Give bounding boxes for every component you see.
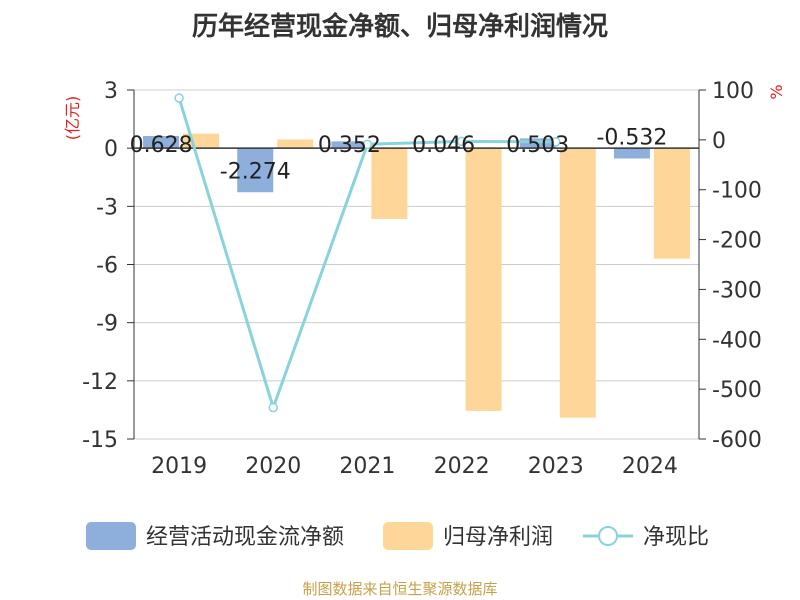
x-tick-label: 2022 [434, 454, 490, 479]
bar-net-profit [465, 148, 502, 411]
data-label-operating-cash-flow: 0.046 [412, 133, 475, 158]
bar-net-profit [277, 139, 314, 149]
y-right-tick-label: -200 [712, 229, 762, 254]
bar-operating-cash-flow [237, 148, 274, 193]
y-left-tick-label: -9 [96, 312, 118, 337]
bar-net-profit [653, 148, 690, 259]
legend-swatch-net-profit [383, 522, 433, 550]
y-right-tick-label: -300 [712, 278, 762, 303]
chart-title: 历年经营现金净额、归母净利润情况 [191, 12, 608, 42]
y-right-tick-label: -500 [712, 378, 762, 403]
bar-net-profit [371, 148, 408, 219]
y-left-tick-label: -15 [82, 428, 118, 453]
y-right-tick-label: -600 [712, 428, 762, 453]
bar-operating-cash-flow [143, 135, 180, 149]
line-point [456, 136, 467, 147]
legend-label-net-cash-ratio: 净现比 [643, 525, 709, 550]
y-left-tick-label: -12 [82, 370, 118, 395]
y-left-tick-label: -6 [96, 254, 118, 279]
line-point [174, 93, 184, 103]
data-label-operating-cash-flow: 0.503 [506, 133, 569, 158]
bar-operating-cash-flow [519, 138, 556, 149]
x-tick-label: 2021 [339, 454, 395, 479]
y-left-tick-label: 3 [104, 79, 118, 104]
data-label-operating-cash-flow: -2.274 [220, 159, 291, 184]
data-label-operating-cash-flow: -0.532 [596, 125, 667, 150]
x-tick-label: 2019 [151, 454, 207, 479]
line-point [551, 137, 561, 147]
bar-net-profit [559, 148, 596, 418]
line-point [268, 402, 278, 413]
legend-label-net-profit: 归母净利润 [443, 525, 553, 550]
y-right-tick-label: 0 [712, 129, 726, 154]
y-left-tick-label: -3 [96, 195, 118, 220]
legend-marker-net-cash-ratio [598, 526, 618, 546]
legend-swatch-operating-cash-flow [86, 522, 136, 550]
line-point [362, 139, 373, 150]
data-label-operating-cash-flow: 0.628 [130, 133, 193, 158]
y-left-unit-label: (亿元) [63, 96, 82, 141]
x-tick-label: 2023 [528, 454, 584, 479]
y-right-unit-label: % [767, 84, 786, 99]
source-footer: 制图数据来自恒生聚源数据库 [302, 580, 498, 598]
bar-operating-cash-flow [613, 148, 650, 159]
x-tick-label: 2020 [245, 454, 301, 479]
x-tick-label: 2024 [622, 454, 678, 479]
y-right-tick-label: -100 [712, 179, 762, 204]
legend-label-operating-cash-flow: 经营活动现金流净额 [146, 525, 344, 550]
y-right-tick-label: 100 [712, 79, 754, 104]
y-right-tick-label: -400 [712, 328, 762, 353]
y-left-tick-label: 0 [104, 137, 118, 162]
data-label-operating-cash-flow: 0.352 [318, 133, 381, 158]
bar-operating-cash-flow [331, 141, 368, 149]
